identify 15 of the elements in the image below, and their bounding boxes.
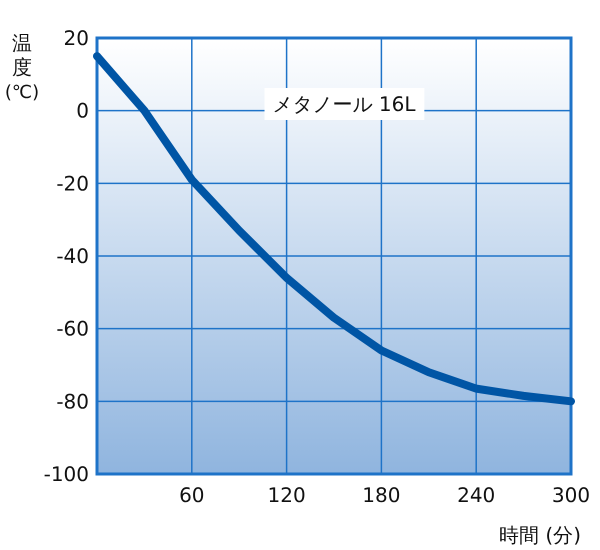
y-tick-label: -80	[56, 389, 89, 414]
x-tick-label: 300	[552, 483, 590, 507]
x-axis-title: 時間 (分)	[499, 523, 581, 547]
y-tick-label: -100	[44, 462, 89, 486]
x-tick-label: 120	[268, 483, 306, 507]
y-tick-label: -60	[56, 316, 89, 341]
y-tick-label: -40	[56, 244, 89, 268]
y-axis-title: 温度 (℃)	[4, 31, 40, 103]
y-tick-label: 20	[64, 26, 89, 50]
y-tick-label: -20	[56, 171, 89, 196]
x-tick-label: 60	[179, 483, 205, 507]
y-tick-label: 0	[76, 98, 89, 123]
x-tick-label: 240	[457, 483, 496, 507]
x-tick-label: 180	[362, 483, 400, 507]
annotation: メタノール 16L	[272, 92, 416, 116]
